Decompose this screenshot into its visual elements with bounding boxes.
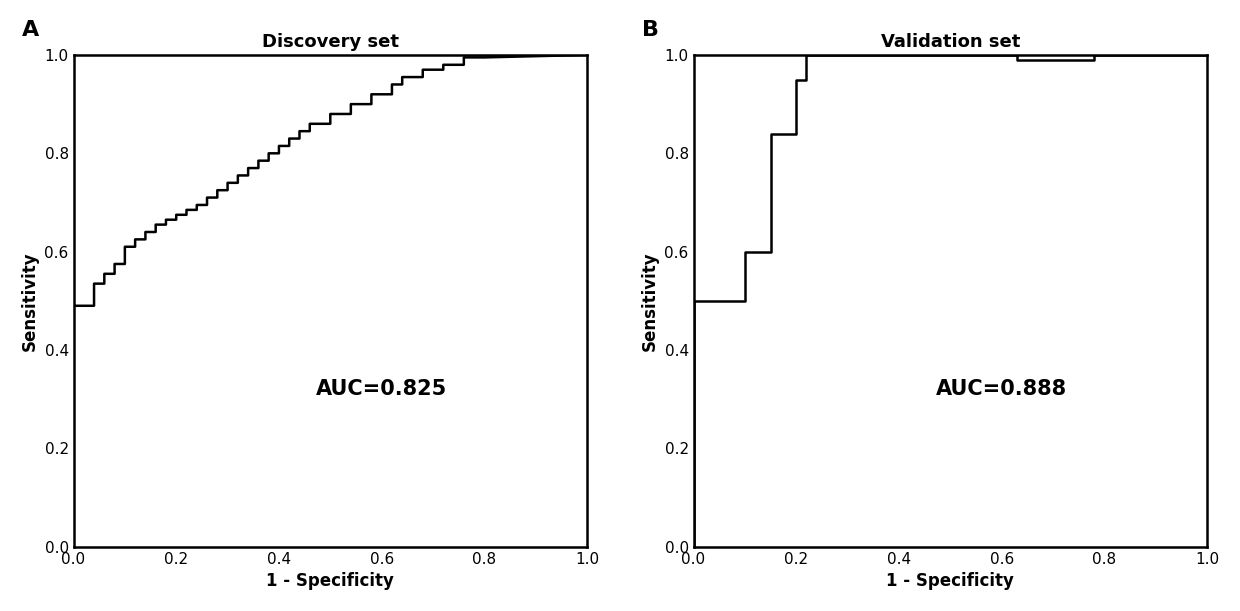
- X-axis label: 1 - Specificity: 1 - Specificity: [267, 572, 394, 590]
- Title: Discovery set: Discovery set: [262, 32, 399, 51]
- Text: A: A: [22, 20, 40, 40]
- Text: AUC=0.888: AUC=0.888: [936, 379, 1068, 400]
- X-axis label: 1 - Specificity: 1 - Specificity: [887, 572, 1014, 590]
- Y-axis label: Sensitivity: Sensitivity: [641, 251, 658, 351]
- Y-axis label: Sensitivity: Sensitivity: [21, 251, 38, 351]
- Title: Validation set: Validation set: [880, 32, 1021, 51]
- Text: B: B: [642, 20, 660, 40]
- Text: AUC=0.825: AUC=0.825: [316, 379, 448, 400]
